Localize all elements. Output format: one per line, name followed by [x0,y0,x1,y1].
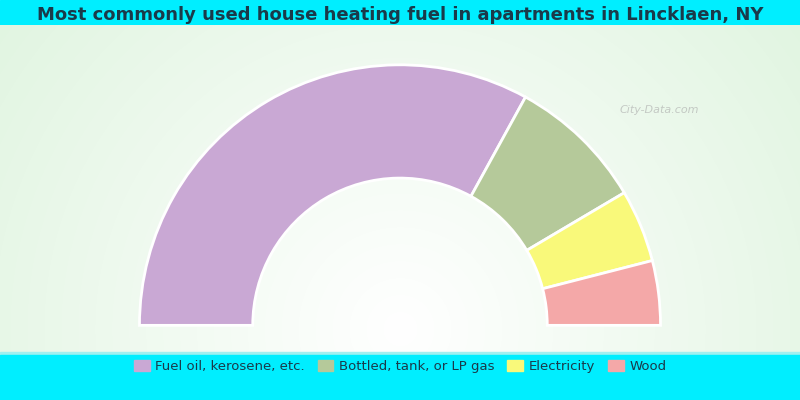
Legend: Fuel oil, kerosene, etc., Bottled, tank, or LP gas, Electricity, Wood: Fuel oil, kerosene, etc., Bottled, tank,… [128,355,672,378]
Wedge shape [471,97,624,250]
Text: City-Data.com: City-Data.com [620,105,699,115]
Text: Most commonly used house heating fuel in apartments in Lincklaen, NY: Most commonly used house heating fuel in… [37,6,763,24]
Wedge shape [526,193,652,289]
Bar [0,352,800,358]
Bar [0,0,800,30]
Wedge shape [542,260,661,325]
Wedge shape [139,65,526,325]
Bar [0,355,800,400]
